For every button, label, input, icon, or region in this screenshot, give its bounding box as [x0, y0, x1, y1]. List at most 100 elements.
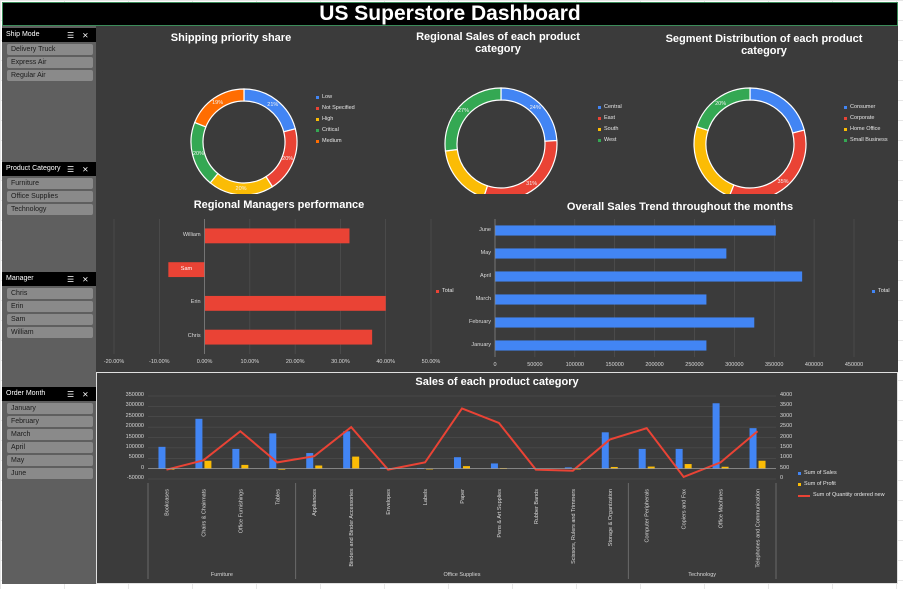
slicer-header: Ship Mode ☰ ⨯ — [2, 28, 96, 42]
category-label: Labels — [423, 489, 429, 505]
left-y-tick-label: 50000 — [128, 454, 144, 461]
multiselect-icon[interactable]: ☰ — [67, 275, 75, 284]
bar-sam — [168, 262, 205, 278]
profit-bar-office-machines — [721, 466, 729, 469]
legend-swatch — [316, 118, 319, 121]
left-y-tick-label: 0 — [140, 464, 144, 471]
clear-filter-icon[interactable]: ⨯ — [82, 165, 89, 174]
product-category-combo-chart: Bookcases Chairs & Chairmats Office Furnis… — [147, 395, 777, 579]
profit-bar-computer-peripherals — [647, 466, 655, 469]
x-tick-label: -20.00% — [103, 359, 125, 365]
slice-value-label: 20% — [192, 150, 204, 157]
category-label: Paper — [460, 489, 466, 504]
left-y-tick-label: 100000 — [125, 443, 144, 450]
slice-value-label: 19% — [212, 100, 224, 107]
legend-item: West — [598, 135, 622, 146]
profit-bar-copiers-and-fax — [684, 464, 692, 469]
category-label: Office Machines — [719, 489, 725, 529]
slice-value-label: 31% — [526, 180, 538, 187]
chart-title: Segment Distribution of each product cat… — [665, 33, 863, 57]
slicer-item-delivery-truck[interactable]: Delivery Truck — [7, 44, 93, 55]
slicer-item-regular-air[interactable]: Regular Air — [7, 70, 93, 81]
legend-item: Sum of Profit — [798, 479, 885, 490]
legend-swatch — [436, 290, 439, 293]
shipping-priority-panel: Shipping priority share Low Not Specified… — [96, 26, 366, 194]
legend-label: Consumer — [850, 104, 876, 110]
multiselect-icon[interactable]: ☰ — [67, 31, 75, 40]
slicer-item-may[interactable]: May — [7, 455, 93, 466]
slicer-item-chris[interactable]: Chris — [7, 288, 93, 299]
x-tick-label: 200000 — [645, 362, 664, 368]
donut-slice-small-business — [695, 87, 751, 132]
multiselect-icon[interactable]: ☰ — [67, 165, 75, 174]
sales-bar-chairs-chairmats — [195, 418, 203, 469]
group-label: Furniture — [210, 572, 233, 578]
donut-slice-consumer — [749, 87, 805, 134]
category-label: Office Furnishings — [238, 489, 244, 533]
slicer-item-march[interactable]: March — [7, 429, 93, 440]
slicer-item-sam[interactable]: Sam — [7, 314, 93, 325]
chart-legend: Low Not Specified High Critical Medium — [316, 92, 355, 147]
shipping-priority-donut — [190, 88, 298, 194]
slicer-item-erin[interactable]: Erin — [7, 301, 93, 312]
slicer-item-june[interactable]: June — [7, 468, 93, 479]
slicer-item-january[interactable]: January — [7, 403, 93, 414]
sales-bar-storage-organization — [601, 432, 609, 469]
donut-slice-low — [243, 88, 297, 133]
left-y-tick-label: 200000 — [125, 423, 144, 430]
clear-filter-icon[interactable]: ⨯ — [82, 31, 89, 40]
slicer-title: Manager — [6, 275, 34, 282]
left-y-tick-label: 350000 — [125, 392, 144, 398]
legend-swatch — [598, 117, 601, 120]
left-y-tick-label: -50000 — [126, 475, 144, 481]
x-tick-label: 50000 — [527, 362, 543, 368]
legend-swatch — [844, 139, 847, 142]
x-tick-label: 100000 — [565, 362, 584, 368]
x-tick-label: 0.00% — [196, 359, 213, 365]
y-tick-label: William — [182, 231, 201, 238]
slicer-item-william[interactable]: William — [7, 327, 93, 338]
sales-bar-pens-art-supplies — [490, 463, 498, 469]
chart-legend: Sum of Sales Sum of Profit Sum of Quantity… — [798, 468, 885, 501]
slice-value-label: 27% — [457, 107, 469, 114]
slicer-item-office-supplies[interactable]: Office Supplies — [7, 191, 93, 202]
category-label: Copiers and Fax — [682, 489, 688, 530]
legend-label: Low — [322, 94, 333, 100]
bar-march — [495, 294, 707, 305]
profit-bar-telephones-and-communication — [758, 460, 766, 469]
slice-value-label: 35% — [777, 178, 789, 185]
regional-sales-donut — [444, 87, 558, 194]
chart-legend: Consumer Corporate Home Office Small Busine… — [844, 102, 888, 146]
x-tick-label: 350000 — [765, 362, 784, 368]
segment-distribution-panel: Segment Distribution of each product cat… — [630, 26, 898, 194]
donut-slice-west — [444, 87, 502, 152]
chart-legend: Total — [436, 286, 454, 297]
legend-label: Total — [442, 288, 454, 294]
sales-bar-telephones-and-communication — [749, 428, 757, 469]
legend-item: Not Specified — [316, 103, 355, 114]
x-tick-label: 0 — [493, 362, 497, 368]
slicer-item-express-air[interactable]: Express Air — [7, 57, 93, 68]
legend-swatch — [798, 495, 810, 497]
multiselect-icon[interactable]: ☰ — [67, 390, 75, 399]
segment-distribution-donut — [693, 87, 807, 194]
profit-bar-storage-organization — [610, 466, 618, 469]
chart-title: Overall Sales Trend throughout the month… — [566, 201, 794, 213]
right-y-tick-label: 500 — [780, 464, 790, 471]
right-y-tick-label: 4000 — [780, 392, 793, 398]
slicer-item-furniture[interactable]: Furniture — [7, 178, 93, 189]
slicer-item-february[interactable]: February — [7, 416, 93, 427]
slicer-item-april[interactable]: April — [7, 442, 93, 453]
slicer-title: Product Category — [6, 165, 61, 172]
quantity-line — [166, 407, 759, 479]
donut-slice-home-office — [693, 125, 735, 194]
legend-swatch — [316, 96, 319, 99]
slicer-manager: Manager ☰ ⨯ Chris Erin Sam William — [2, 272, 96, 338]
legend-label: Sum of Profit — [804, 481, 836, 487]
slicer-item-technology[interactable]: Technology — [7, 204, 93, 215]
managers-bar-chart — [113, 219, 432, 354]
right-y-tick-label: 2000 — [780, 433, 793, 440]
clear-filter-icon[interactable]: ⨯ — [82, 275, 89, 284]
legend-label: Sum of Sales — [804, 470, 837, 476]
clear-filter-icon[interactable]: ⨯ — [82, 390, 89, 399]
